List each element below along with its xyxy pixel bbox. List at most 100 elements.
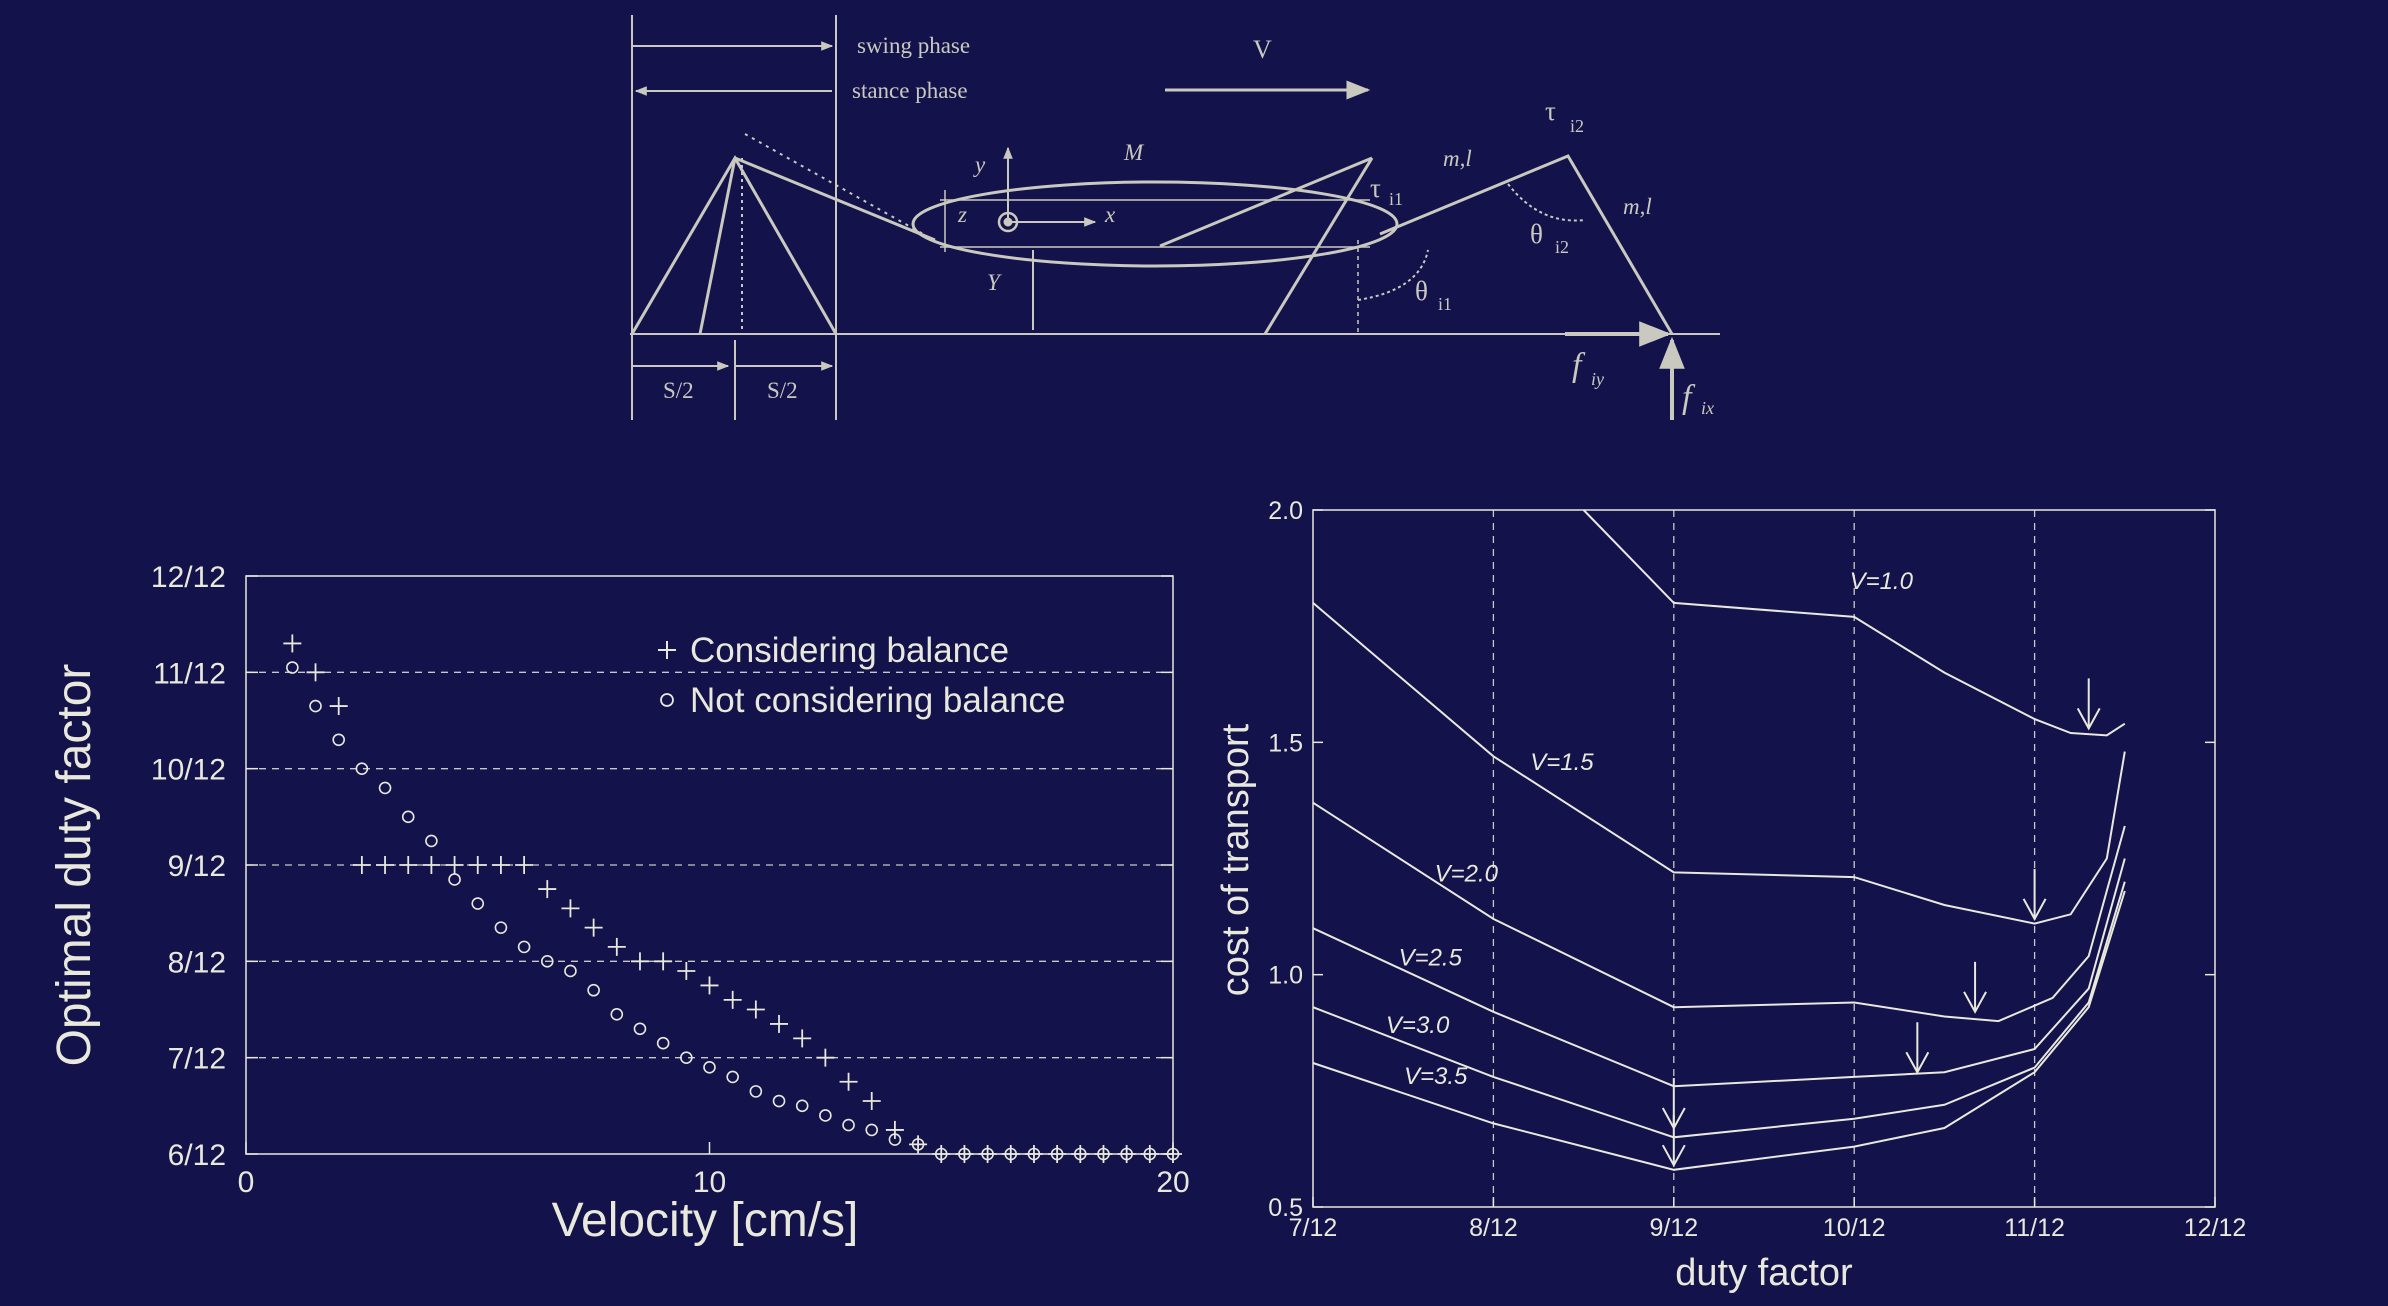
y-axis-label: y — [973, 152, 986, 177]
data-point-considering-balance — [723, 990, 742, 1009]
data-point-not-considering-balance — [795, 1099, 809, 1113]
data-point-not-considering-balance — [958, 1147, 971, 1161]
body-height-label: Y — [987, 270, 1002, 295]
minimum-arrow — [1661, 1115, 1686, 1168]
left-leg-dotted-link — [744, 133, 926, 236]
force-fix-subscript: ix — [1701, 398, 1714, 418]
data-point-not-considering-balance — [355, 762, 369, 775]
data-point-not-considering-balance — [981, 1147, 994, 1161]
data-point-not-considering-balance — [1004, 1147, 1018, 1161]
minimum-arrow — [2076, 678, 2101, 731]
z-axis-label: z — [957, 202, 967, 227]
left-x-tick-label: 0 — [238, 1166, 255, 1199]
minimum-arrow — [1905, 1022, 1930, 1075]
data-point-considering-balance — [839, 1072, 858, 1091]
data-point-not-considering-balance — [819, 1109, 832, 1122]
legend-label-considering: Considering balance — [690, 631, 1009, 670]
data-point-not-considering-balance — [656, 1036, 670, 1050]
data-point-not-considering-balance — [425, 834, 438, 848]
data-point-considering-balance — [399, 856, 418, 874]
left-thigh — [734, 156, 936, 242]
legend-marker-plus — [658, 641, 676, 659]
right-x-tick-label: 12/12 — [2184, 1214, 2247, 1242]
series-label: V=1.5 — [1530, 749, 1594, 776]
left-y-tick-label: 8/12 — [168, 946, 226, 979]
data-point-not-considering-balance — [1074, 1147, 1087, 1161]
left-data-points — [283, 634, 1182, 1163]
left-leg — [630, 155, 838, 335]
data-point-not-considering-balance — [1027, 1147, 1041, 1161]
data-point-considering-balance — [1048, 1145, 1067, 1163]
data-point-not-considering-balance — [1120, 1147, 1133, 1161]
data-point-not-considering-balance — [309, 699, 322, 713]
left-x-tick-label: 20 — [1156, 1166, 1189, 1199]
data-point-not-considering-balance — [378, 781, 392, 795]
right-x-tick-label: 9/12 — [1649, 1214, 1698, 1242]
minimum-arrow-head — [1661, 1144, 1686, 1168]
right-ticks: 7/12 8/12 9/12 10/12 11/12 12/12 0.5 1.0 1.5 2.0 — [1268, 497, 2246, 1242]
left-y-tick-label: 10/12 — [151, 754, 226, 787]
data-point-considering-balance — [885, 1120, 904, 1139]
series-line-25 — [1312, 858, 2126, 1088]
data-point-not-considering-balance — [448, 873, 461, 886]
tau-i2-label: τ — [1545, 96, 1556, 126]
diagram-labels: swing phase stance phase V M y x z Y m,l… — [663, 33, 1714, 418]
data-point-considering-balance — [1024, 1145, 1043, 1163]
data-point-considering-balance — [445, 856, 464, 874]
data-point-considering-balance — [1117, 1145, 1136, 1163]
data-point-considering-balance — [1071, 1145, 1090, 1163]
data-point-not-considering-balance — [911, 1138, 925, 1151]
data-point-considering-balance — [770, 1014, 789, 1033]
series-label: V=2.0 — [1435, 861, 1499, 888]
minimum-arrow — [2022, 868, 2047, 921]
minimum-arrow-head — [2076, 707, 2101, 731]
left-x-axis-label: Velocity [cm/s] — [552, 1194, 859, 1247]
body-ellipse — [911, 180, 1399, 268]
series-label: V=2.5 — [1399, 944, 1463, 971]
theta-i2-subscript: i2 — [1555, 237, 1569, 257]
data-point-considering-balance — [468, 856, 487, 874]
half-stride-left-label: S/2 — [663, 378, 694, 403]
data-point-considering-balance — [561, 899, 580, 918]
right-x-tick-label: 7/12 — [1289, 1214, 1338, 1242]
theta-i1-label: θ — [1415, 276, 1428, 306]
series-line-35 — [1312, 890, 2126, 1171]
right-series-labels: V=1.0 V=1.5 V=2.0 V=2.5 V=3.0 V=3.5 — [1386, 568, 1914, 1090]
data-point-not-considering-balance — [703, 1061, 716, 1074]
right-y-tick-label: 1.0 — [1268, 962, 1303, 990]
left-y-tick-label: 7/12 — [168, 1043, 226, 1076]
data-point-not-considering-balance — [332, 733, 346, 747]
minimum-arrow-head — [1963, 991, 1987, 1014]
left-y-tick-label: 9/12 — [168, 850, 226, 883]
data-point-considering-balance — [1164, 1145, 1182, 1163]
right-y-tick-label: 1.5 — [1268, 729, 1303, 757]
right-x-tick-label: 11/12 — [2004, 1214, 2065, 1242]
right-minimum-arrows — [1661, 678, 2101, 1168]
half-stride-right-label: S/2 — [767, 378, 798, 403]
data-point-considering-balance — [862, 1092, 881, 1111]
data-point-not-considering-balance — [517, 940, 531, 954]
tau-i1-subscript: i1 — [1389, 189, 1403, 209]
theta-i2-arc — [1507, 183, 1586, 222]
left-y-tick-label: 12/12 — [151, 561, 226, 594]
right-x-tick-label: 8/12 — [1469, 1214, 1518, 1242]
right-leg — [1379, 154, 1674, 335]
data-point-not-considering-balance — [749, 1085, 763, 1098]
body-mass-label: M — [1123, 140, 1145, 165]
data-point-considering-balance — [515, 856, 534, 874]
data-point-not-considering-balance — [494, 921, 508, 934]
data-point-considering-balance — [1094, 1145, 1113, 1163]
data-point-considering-balance — [630, 952, 649, 971]
data-point-considering-balance — [376, 856, 395, 874]
data-point-not-considering-balance — [587, 983, 600, 997]
data-point-considering-balance — [793, 1029, 812, 1048]
force-fiy-label: f — [1572, 347, 1586, 384]
z-axis-symbol — [997, 211, 1019, 233]
data-point-not-considering-balance — [610, 1008, 624, 1021]
right-plot-frame — [1312, 509, 2216, 1208]
tau-i1-label: τ — [1370, 173, 1381, 203]
data-point-not-considering-balance — [888, 1133, 902, 1146]
data-point-not-considering-balance — [865, 1123, 879, 1137]
data-point-not-considering-balance — [934, 1147, 948, 1161]
